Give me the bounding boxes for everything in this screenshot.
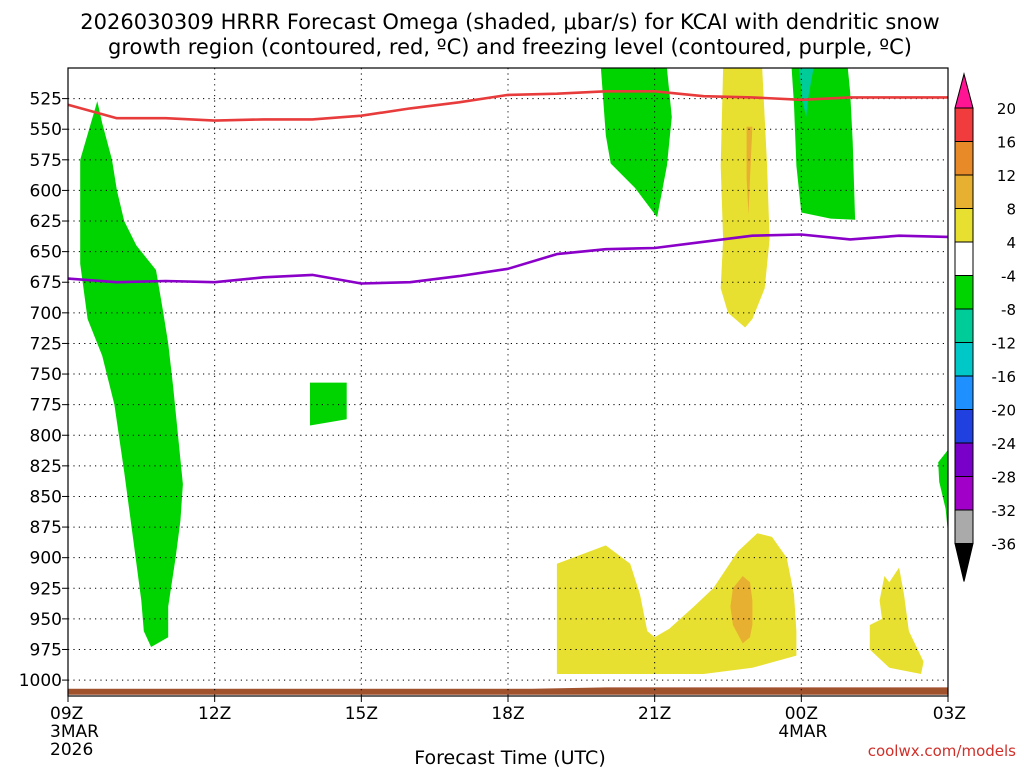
colorbar-label: -16 [992,368,1017,386]
colorbar-swatch [954,509,974,544]
x-tick-label: 18Z [491,704,524,724]
y-tick-label: 950 [30,610,62,630]
freezing-level-contour [67,233,949,285]
colorbar-swatch [954,375,974,410]
colorbar-swatch [954,241,974,276]
omega-region-7 [746,126,753,215]
x-tick-label: 15Z [345,704,378,724]
colorbar-label: 16 [997,134,1016,152]
colorbar-label: 12 [997,167,1016,185]
colorbar-swatch [954,174,974,209]
colorbar-label: -28 [992,469,1017,487]
credit-text: coolwx.com/models [868,742,1016,760]
colorbar-label: -12 [992,335,1017,353]
omega-region-8 [556,533,797,674]
colorbar-label: -36 [992,536,1017,554]
colorbar-swatch [954,275,974,310]
y-tick-label: 1000 [19,671,62,691]
y-tick-label: 800 [30,426,62,446]
y-tick-label: 675 [30,273,62,293]
colorbar-swatch [954,342,974,377]
colorbar-bottom-arrow [954,543,974,582]
colorbar-swatch [954,409,974,444]
x-tick-label: 00Z [785,704,818,724]
omega-region-6 [720,68,770,328]
y-tick-label: 900 [30,549,62,569]
colorbar-label: 4 [1006,234,1016,252]
colorbar-swatch [954,308,974,343]
x-tick-label: 03Z [933,704,966,724]
colorbar: 20 16 12 8 4 -4 -8 -12 -16 -20 -24 -28 -32 -36 [954,72,1017,582]
y-tick-label: 525 [30,90,62,110]
colorbar-swatch [954,476,974,511]
y-tick-label: 575 [30,151,62,171]
x-tick-year: 2026 [50,740,93,760]
chart-title-line-1: 2026030309 HRRR Forecast Omega (shaded, … [80,10,939,34]
y-tick-label: 875 [30,518,62,538]
y-tick-label: 975 [30,640,62,660]
colorbar-label: -8 [1001,301,1016,319]
y-axis-ticks: 525 550 575 600 625 650 675 700 725 750 775 800 825 8… [19,90,68,691]
colorbar-top-arrow [954,72,974,109]
y-tick-label: 825 [30,457,62,477]
y-tick-label: 775 [30,396,62,416]
colorbar-label: 20 [997,100,1016,118]
x-axis-label: Forecast Time (UTC) [414,747,605,768]
omega-shaded-regions [68,68,948,695]
y-tick-label: 600 [30,181,62,201]
y-tick-label: 550 [30,120,62,140]
omega-region-1 [310,382,347,426]
x-tick-label: 21Z [638,704,671,724]
y-tick-label: 650 [30,243,62,263]
dendritic-growth-contour [67,90,948,122]
y-tick-label: 625 [30,212,62,232]
colorbar-label: -24 [992,435,1017,453]
y-tick-label: 850 [30,487,62,507]
colorbar-label: 8 [1006,201,1016,219]
contour-lines [67,90,949,285]
y-tick-label: 925 [30,579,62,599]
colorbar-label: -32 [992,502,1017,520]
x-tick-label: 09Z [50,704,83,724]
colorbar-label: -20 [992,402,1017,420]
dotted-grid [68,68,948,696]
y-tick-label: 700 [30,304,62,324]
y-tick-label: 750 [30,365,62,385]
omega-region-11 [68,687,948,695]
colorbar-label: -4 [1001,268,1016,286]
chart-title-line-2: growth region (contoured, red, ºC) and f… [108,35,912,59]
omega-region-5 [938,449,948,534]
colorbar-swatch [954,208,974,243]
x-tick-date: 3MAR [50,722,99,742]
omega-region-10 [869,567,924,674]
omega-region-3 [791,68,856,220]
omega-region-9 [730,576,753,644]
colorbar-swatch [954,442,974,477]
colorbar-swatch [954,141,974,176]
x-tick-date: 4MAR [778,722,827,742]
y-tick-label: 725 [30,334,62,354]
omega-region-0 [80,101,183,648]
x-tick-label: 12Z [198,704,231,724]
omega-region-4 [798,68,814,117]
colorbar-swatch [954,107,974,142]
omega-region-2 [600,68,672,218]
